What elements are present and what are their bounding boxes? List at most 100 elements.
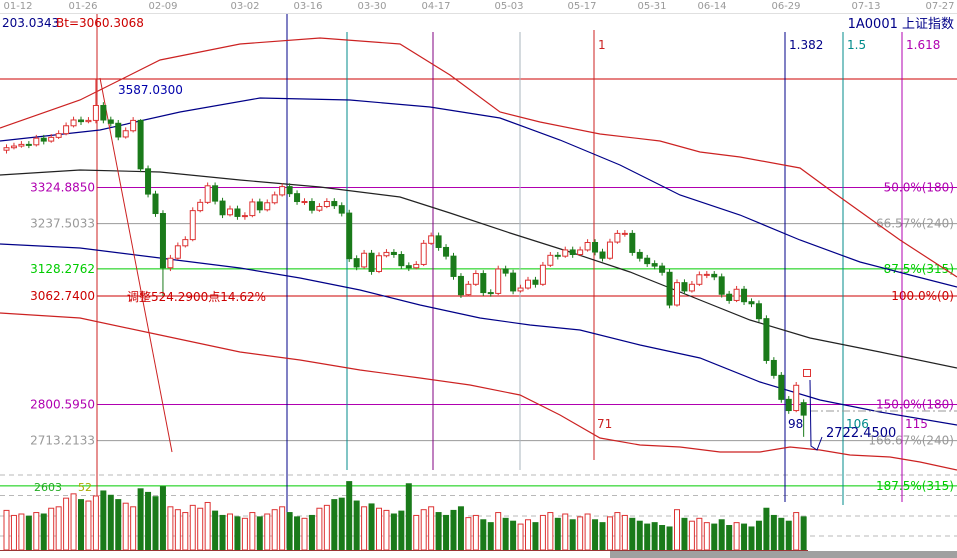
- candle-body: [666, 271, 673, 306]
- candle-body: [755, 303, 762, 320]
- horizontal-scrollbar[interactable]: [610, 551, 957, 558]
- time-line-bottom-label: 71: [597, 417, 612, 431]
- volume-bar: [174, 509, 181, 551]
- decline-annotation: 调整524.2900点14.62%: [127, 289, 266, 304]
- candle-body: [264, 202, 271, 211]
- candle-body: [532, 279, 539, 285]
- candle-body: [457, 275, 464, 296]
- date-tick-label: 07-27: [925, 1, 954, 12]
- decline-trendline: [99, 77, 173, 453]
- candle-body: [398, 254, 405, 267]
- candle-body: [204, 185, 211, 203]
- volume-bar: [711, 523, 718, 551]
- volume-bar: [256, 516, 263, 551]
- volume-bar: [621, 514, 628, 551]
- volume-bar: [696, 517, 703, 551]
- volume-bar: [383, 509, 390, 551]
- volume-bar: [785, 520, 792, 551]
- volume-bar: [25, 515, 32, 551]
- candle-body: [167, 257, 174, 269]
- retracement-percent-label: 100.0%(0): [891, 289, 954, 303]
- low-price-label: 2722.4500: [826, 426, 896, 441]
- volume-bar: [78, 499, 84, 551]
- candle-body: [651, 263, 658, 267]
- candle-body: [63, 125, 70, 135]
- candle-body: [435, 235, 442, 248]
- volume-bar: [547, 512, 554, 551]
- candle-body: [249, 201, 256, 217]
- time-line-bottom-label: 115: [905, 417, 928, 431]
- candle-body: [100, 104, 107, 121]
- volume-bar: [413, 514, 420, 551]
- candle-body: [182, 239, 189, 247]
- volume-bar: [48, 507, 55, 551]
- candle-body: [301, 201, 308, 204]
- volume-bar: [182, 512, 189, 551]
- candle-body: [331, 201, 338, 207]
- volume-bar: [428, 506, 435, 551]
- upper-band-red: [0, 37, 957, 278]
- candle-body: [33, 137, 40, 146]
- volume-bar: [338, 497, 345, 551]
- candle-body: [644, 257, 651, 265]
- volume-bar: [718, 519, 725, 551]
- candle-body: [592, 241, 599, 253]
- low-pointer-zigzag: [809, 379, 823, 451]
- candle-body: [227, 208, 233, 216]
- volume-bar: [651, 522, 658, 551]
- volume-bar: [308, 514, 315, 551]
- candle-body: [711, 273, 718, 278]
- volume-bar: [599, 522, 606, 551]
- volume-bar: [3, 509, 10, 551]
- candle-body: [741, 288, 748, 303]
- candle-body: [487, 292, 494, 295]
- candle-body: [614, 232, 621, 243]
- date-tick-label: 06-29: [771, 1, 800, 12]
- candle-body: [636, 251, 643, 259]
- volume-bar: [525, 519, 531, 551]
- candle-body: [122, 130, 129, 138]
- candle-body: [323, 201, 330, 207]
- price-level-label: 3237.5033: [30, 217, 95, 231]
- candle-body: [733, 288, 740, 301]
- candle-body: [107, 119, 114, 124]
- volume-bar: [204, 501, 211, 551]
- date-tick-label: 05-17: [567, 1, 596, 12]
- candle-body: [85, 119, 92, 123]
- candle-body: [256, 201, 263, 211]
- retracement-percent-label: 66.57%(240): [876, 217, 954, 231]
- retracement-percent-label: 150.0%(180): [876, 398, 954, 412]
- candle-body: [55, 133, 62, 138]
- candle-body: [145, 168, 152, 195]
- volume-bar: [92, 495, 99, 551]
- volume-bar: [219, 514, 226, 551]
- volume-bar: [40, 513, 47, 551]
- candle-body: [748, 301, 755, 305]
- candle-body: [554, 254, 561, 257]
- swing-low-marker: [803, 369, 811, 377]
- volume-bar: [688, 520, 695, 551]
- volume-bar: [115, 499, 122, 551]
- date-tick-label: 02-09: [148, 1, 177, 12]
- volume-bar: [390, 513, 397, 551]
- volume-bar: [122, 502, 129, 551]
- candle-body: [40, 137, 47, 142]
- volume-bar: [577, 516, 584, 551]
- date-tick-label: 01-12: [3, 1, 32, 12]
- volume-bar: [159, 486, 166, 551]
- volume-bar: [167, 506, 174, 551]
- candle-body: [294, 193, 301, 203]
- candle-body: [428, 235, 435, 244]
- candle-body: [420, 242, 427, 265]
- upper-band-navy: [0, 97, 957, 288]
- volume-bar: [323, 504, 330, 551]
- mid-ma-black: [0, 169, 957, 369]
- volume-bar: [465, 517, 472, 551]
- candle-body: [800, 402, 807, 416]
- price-level-label: 3062.7400: [30, 289, 95, 303]
- candle-body: [212, 185, 219, 202]
- candle-body: [279, 186, 286, 196]
- volume-bar: [763, 507, 770, 551]
- volume-bar: [212, 510, 219, 551]
